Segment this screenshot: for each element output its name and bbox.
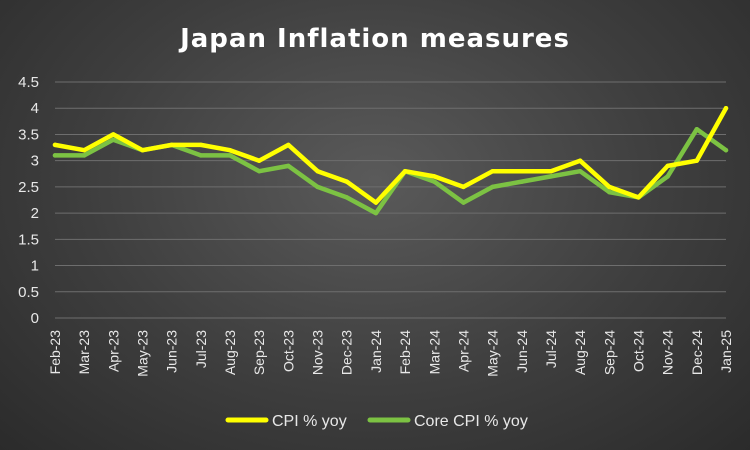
data-point <box>636 195 641 200</box>
data-point <box>344 179 349 184</box>
x-tick-label: Jan-24 <box>368 330 384 373</box>
y-tick-label: 0 <box>31 310 39 327</box>
chart-title: Japan Inflation measures <box>178 24 570 54</box>
data-point <box>198 142 204 148</box>
data-point <box>577 168 583 174</box>
data-point <box>665 163 670 169</box>
y-tick-label: 4 <box>31 100 39 117</box>
x-tick-label: Jul-24 <box>543 330 559 368</box>
x-tick-label: Aug-24 <box>572 330 588 375</box>
x-tick-label: May-24 <box>485 330 501 377</box>
data-point <box>111 132 116 137</box>
data-point <box>227 153 233 158</box>
data-point <box>315 184 320 190</box>
y-tick-label: 2.5 <box>18 179 39 196</box>
data-point <box>257 158 262 163</box>
series-line-core-cpi-yoy <box>52 126 729 216</box>
data-point <box>257 168 262 174</box>
data-point <box>461 184 466 190</box>
data-point <box>432 174 437 179</box>
y-tick-label: 2 <box>31 205 39 222</box>
legend-label: Core CPI % yoy <box>414 413 528 430</box>
y-tick-label: 0.5 <box>18 284 39 301</box>
data-point <box>227 147 233 153</box>
x-axis-ticks: Feb-23 Mar-23 Apr-23 May-23 Jun-23 Jul-23 Aug-… <box>47 330 734 377</box>
data-point <box>344 195 349 200</box>
x-tick-label: Apr-23 <box>105 330 121 372</box>
y-tick-label: 3.5 <box>18 126 39 143</box>
x-tick-label: Mar-23 <box>76 330 92 375</box>
data-point <box>607 189 612 195</box>
gridlines <box>55 81 726 319</box>
data-point <box>519 168 524 174</box>
y-tick-label: 3 <box>31 153 39 170</box>
data-point <box>548 174 554 179</box>
x-tick-label: Oct-23 <box>280 330 296 372</box>
data-point <box>373 200 379 205</box>
data-point <box>140 147 145 153</box>
data-point <box>519 179 524 184</box>
y-tick-label: 1 <box>31 258 39 275</box>
x-tick-label: Jul-23 <box>193 330 209 368</box>
data-point <box>286 142 291 148</box>
x-tick-label: Jan-25 <box>718 330 734 373</box>
data-point <box>81 147 87 153</box>
y-tick-label: 4.5 <box>18 74 39 91</box>
data-point <box>665 174 670 179</box>
x-tick-label: Dec-24 <box>689 330 705 375</box>
x-tick-label: Feb-23 <box>47 330 63 375</box>
data-point <box>315 168 320 174</box>
x-tick-label: Oct-24 <box>630 330 646 372</box>
x-tick-label: Nov-24 <box>660 330 676 375</box>
x-tick-label: Dec-23 <box>339 330 355 375</box>
legend-label: CPI % yoy <box>272 413 347 430</box>
y-tick-label: 1.5 <box>18 231 39 248</box>
x-tick-label: Jun-24 <box>514 330 530 373</box>
data-point <box>461 200 466 205</box>
data-point <box>81 153 87 158</box>
data-point <box>111 137 116 142</box>
data-point <box>577 158 583 163</box>
x-tick-label: Aug-23 <box>222 330 238 375</box>
data-point <box>723 106 729 111</box>
data-point <box>169 142 174 148</box>
x-tick-label: Nov-23 <box>310 330 326 375</box>
series-lines <box>52 105 729 216</box>
data-point <box>723 147 729 153</box>
data-point <box>52 142 58 148</box>
x-tick-label: Sep-23 <box>251 330 267 375</box>
data-point <box>694 158 700 163</box>
series-line-cpi-yoy <box>52 105 729 205</box>
data-point <box>490 184 495 190</box>
data-point <box>432 179 437 184</box>
data-point <box>373 210 379 216</box>
x-tick-label: Jun-23 <box>164 330 180 373</box>
x-tick-label: Feb-24 <box>397 330 413 375</box>
y-axis-ticks: 0 0.5 1 1.5 2 2.5 3 3.5 4 4.5 <box>18 74 39 327</box>
data-point <box>402 168 408 174</box>
x-tick-label: Mar-24 <box>426 330 442 375</box>
data-point <box>198 153 204 158</box>
data-point <box>607 184 612 190</box>
data-point <box>286 163 291 169</box>
data-point <box>52 153 58 158</box>
x-tick-label: Apr-24 <box>455 330 471 372</box>
legend: CPI % yoy Core CPI % yoy <box>225 413 528 430</box>
data-point <box>490 168 495 174</box>
x-tick-label: May-23 <box>135 330 151 377</box>
x-tick-label: Sep-24 <box>601 330 617 375</box>
data-point <box>548 168 554 174</box>
data-point <box>694 127 700 132</box>
